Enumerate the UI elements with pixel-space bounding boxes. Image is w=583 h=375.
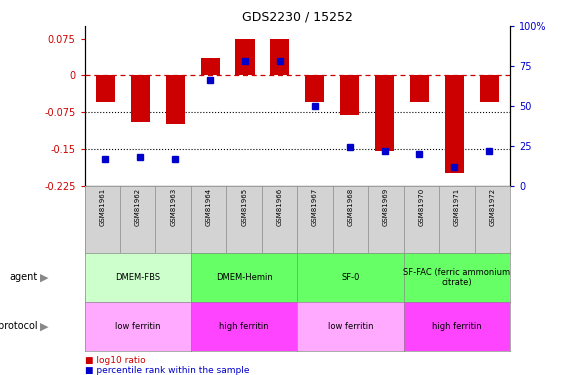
Bar (305, 75, 324, 102)
Text: GSM81966: GSM81966 (276, 188, 283, 226)
Text: GSM81961: GSM81961 (99, 188, 106, 226)
Text: low ferritin: low ferritin (115, 322, 160, 331)
Text: GSM81967: GSM81967 (312, 188, 318, 226)
Text: GSM81963: GSM81963 (170, 188, 176, 226)
Bar (166, 75, 185, 124)
Bar (96, 75, 115, 102)
Bar (410, 75, 429, 102)
Text: GSM81969: GSM81969 (383, 188, 389, 226)
Text: GSM81964: GSM81964 (206, 188, 212, 226)
Text: GSM81965: GSM81965 (241, 188, 247, 226)
Bar (445, 75, 464, 173)
Text: ■ percentile rank within the sample: ■ percentile rank within the sample (85, 366, 249, 375)
Text: DMEM-Hemin: DMEM-Hemin (216, 273, 272, 282)
Text: GSM81971: GSM81971 (454, 188, 460, 226)
Bar (201, 58, 220, 75)
Bar (340, 75, 359, 114)
Text: GSM81968: GSM81968 (347, 188, 353, 226)
Text: ▶: ▶ (40, 273, 48, 282)
Text: GSM81962: GSM81962 (135, 188, 141, 226)
Text: SF-FAC (ferric ammonium
citrate): SF-FAC (ferric ammonium citrate) (403, 268, 511, 287)
Text: high ferritin: high ferritin (432, 322, 482, 331)
Bar (480, 75, 499, 102)
Text: GSM81970: GSM81970 (419, 188, 424, 226)
Bar (271, 39, 290, 75)
Text: high ferritin: high ferritin (219, 322, 269, 331)
Bar (375, 75, 394, 151)
Text: growth protocol: growth protocol (0, 321, 38, 331)
Text: GSM81972: GSM81972 (489, 188, 496, 226)
Bar (236, 39, 255, 75)
Text: ■ log10 ratio: ■ log10 ratio (85, 356, 145, 365)
Text: SF-0: SF-0 (341, 273, 360, 282)
Text: low ferritin: low ferritin (328, 322, 373, 331)
Text: ▶: ▶ (40, 321, 48, 331)
Text: agent: agent (10, 273, 38, 282)
Bar (131, 75, 150, 122)
Text: DMEM-FBS: DMEM-FBS (115, 273, 160, 282)
Title: GDS2230 / 15252: GDS2230 / 15252 (242, 11, 353, 24)
